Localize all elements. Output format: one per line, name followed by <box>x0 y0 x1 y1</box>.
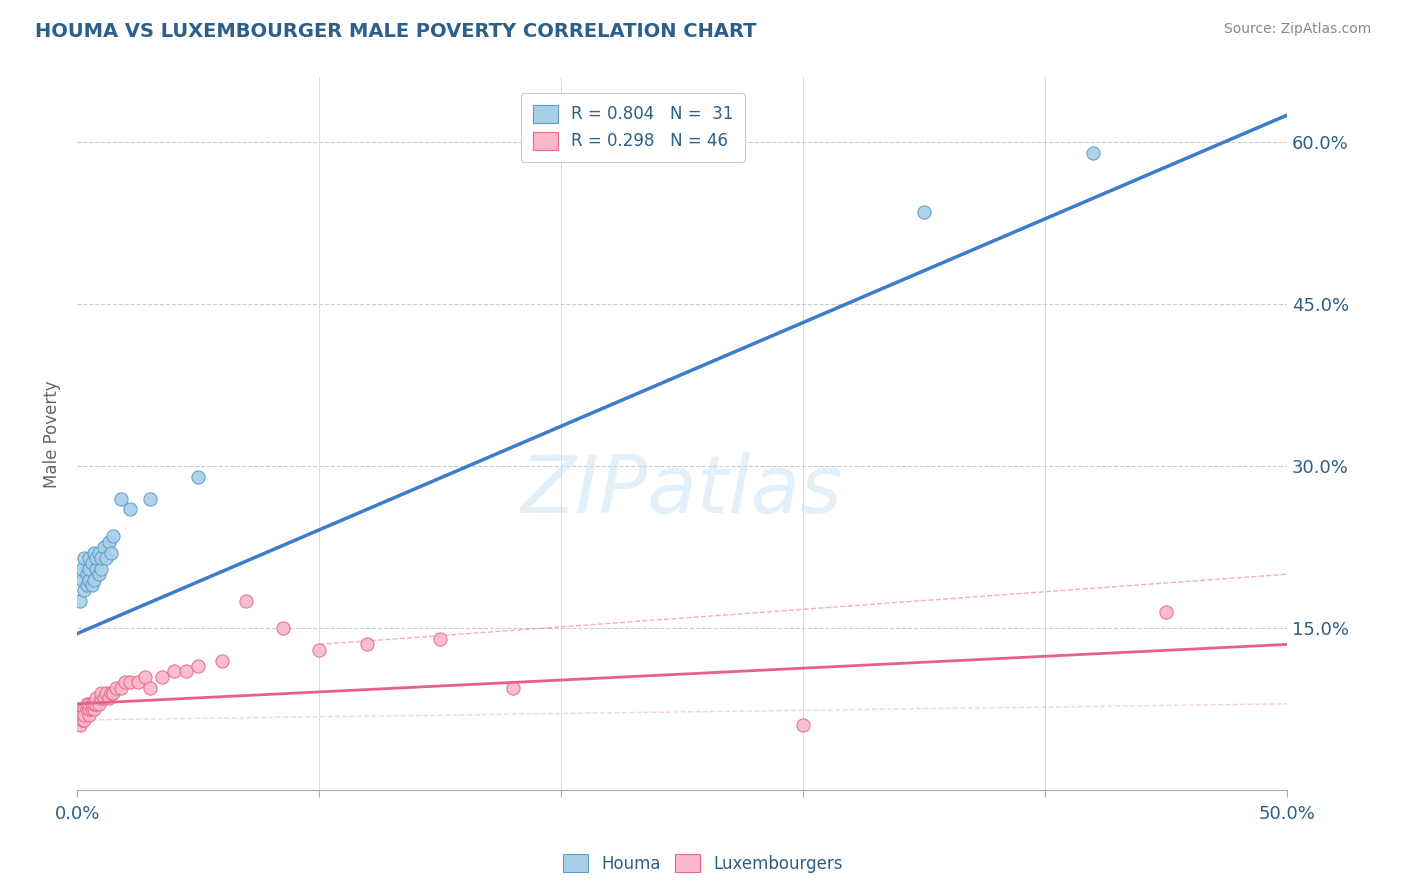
Point <box>792 718 814 732</box>
Point <box>94 686 117 700</box>
Point <box>76 567 98 582</box>
Point <box>70 573 93 587</box>
Point <box>211 654 233 668</box>
Point <box>77 697 100 711</box>
Point <box>77 562 100 576</box>
Point <box>120 502 142 516</box>
Point <box>308 642 330 657</box>
Point <box>100 546 122 560</box>
Point <box>77 573 100 587</box>
Point <box>70 713 93 727</box>
Point <box>73 702 96 716</box>
Point <box>134 670 156 684</box>
Legend: R = 0.804   N =  31, R = 0.298   N = 46: R = 0.804 N = 31, R = 0.298 N = 46 <box>522 93 745 162</box>
Point <box>114 675 136 690</box>
Point <box>69 718 91 732</box>
Point <box>86 697 108 711</box>
Point <box>69 702 91 716</box>
Point <box>1154 605 1177 619</box>
Point <box>163 665 186 679</box>
Point <box>77 551 100 566</box>
Point <box>1083 146 1105 161</box>
Point <box>120 675 142 690</box>
Point <box>110 681 132 695</box>
Text: ZIPatlas: ZIPatlas <box>520 452 844 530</box>
Point <box>150 670 173 684</box>
Point <box>90 691 112 706</box>
Point <box>174 665 197 679</box>
Point <box>86 551 108 566</box>
Point <box>103 686 125 700</box>
Point <box>86 691 108 706</box>
Point <box>83 702 105 716</box>
Point <box>87 567 110 582</box>
Point <box>80 578 103 592</box>
Point <box>235 594 257 608</box>
Point <box>187 470 209 484</box>
Legend: Houma, Luxembourgers: Houma, Luxembourgers <box>557 847 849 880</box>
Point <box>104 681 127 695</box>
Point <box>90 562 112 576</box>
Point <box>429 632 451 646</box>
Point <box>502 681 524 695</box>
Point <box>77 707 100 722</box>
Point <box>356 637 378 651</box>
Point <box>97 691 120 706</box>
Point <box>93 540 115 554</box>
Point <box>76 697 98 711</box>
Point <box>103 529 125 543</box>
Point <box>80 702 103 716</box>
Point <box>90 686 112 700</box>
Point <box>90 551 112 566</box>
Y-axis label: Male Poverty: Male Poverty <box>44 380 60 488</box>
Point <box>110 491 132 506</box>
Point <box>271 621 294 635</box>
Point <box>69 594 91 608</box>
Point <box>87 546 110 560</box>
Point <box>83 546 105 560</box>
Point <box>86 562 108 576</box>
Point <box>94 551 117 566</box>
Point <box>87 697 110 711</box>
Point <box>127 675 149 690</box>
Point <box>76 578 98 592</box>
Point <box>80 697 103 711</box>
Point <box>100 686 122 700</box>
Point <box>912 205 935 219</box>
Point <box>70 562 93 576</box>
Point <box>83 697 105 711</box>
Point <box>73 713 96 727</box>
Point <box>77 702 100 716</box>
Point <box>187 659 209 673</box>
Point <box>76 702 98 716</box>
Point <box>73 551 96 566</box>
Point <box>80 557 103 571</box>
Text: HOUMA VS LUXEMBOURGER MALE POVERTY CORRELATION CHART: HOUMA VS LUXEMBOURGER MALE POVERTY CORRE… <box>35 22 756 41</box>
Point <box>138 491 160 506</box>
Point <box>93 691 115 706</box>
Point <box>70 707 93 722</box>
Point <box>83 573 105 587</box>
Text: Source: ZipAtlas.com: Source: ZipAtlas.com <box>1223 22 1371 37</box>
Point <box>97 534 120 549</box>
Point <box>73 707 96 722</box>
Point <box>138 681 160 695</box>
Point <box>73 583 96 598</box>
